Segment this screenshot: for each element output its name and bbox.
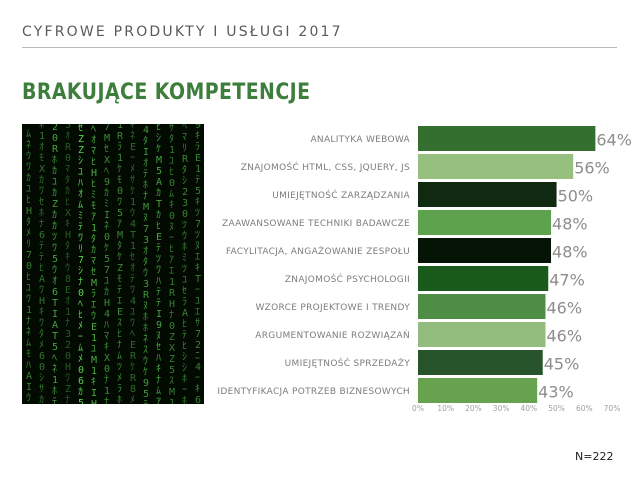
bar <box>418 378 538 403</box>
category-label: ZNAJOMOŚĆ PSYCHOLOGII <box>285 273 410 285</box>
matrix-glyph-column: 5 ｵ R 0 ﾏ ﾀ ｶ ﾋ X ｷ H ﾀ ｷ ｳ 8 E ｵ 1 ﾅ 3 … <box>65 124 72 404</box>
data-label: 43% <box>538 383 574 402</box>
category-label: IDENTYFIKACJA POTRZEB BIZNESOWYCH <box>217 387 410 397</box>
bar <box>418 182 557 207</box>
x-tick-label: 20% <box>465 404 482 413</box>
data-label: 46% <box>546 327 582 346</box>
x-tick-label: 30% <box>493 404 510 413</box>
bar <box>418 210 552 235</box>
x-tick-label: 10% <box>437 404 454 413</box>
matrix-glyph-column: ｻ ﾀ 1 ﾕ ﾋ 0 ﾑ ｷ 0 ﾇ ｰ ﾋ ｱ ｴ 1 R H ﾅ 0 Z … <box>169 124 176 404</box>
matrix-glyph-column: ﾈ 1 ｵ ﾓ X ｶ ﾜ ｾ ﾎ ﾅ 6 ﾃ ﾃ ﾋ A ﾜ H ｷ ﾜ ﾀ … <box>39 124 46 404</box>
bar <box>418 322 546 347</box>
page-title: BRAKUJĄCE KOMPETENCJE <box>22 80 311 105</box>
category-label: FACYLITACJA, ANGAŻOWANIE ZESPOŁU <box>226 246 410 257</box>
category-label: UMIEJĘTNOŚĆ ZARZĄDZANIA <box>272 189 410 201</box>
matrix-glyph-column: 2 0 R ﾎ ｶ ﾕ ｶ Z ｶ ｶ ﾂ ﾜ 5 ｳ ｵ 6 T I A T … <box>52 124 59 404</box>
matrix-glyph-column: 7 M ｾ X ﾍ 9 ｶ ﾐ I ﾈ 0 ｹ 5 7 ﾕ ｶ H 4 ﾊ ﾏ … <box>104 124 111 404</box>
matrix-glyph-column: ｾ Z Z ｼ ﾕ ﾊ ｵ ﾑ ﾐ ﾃ ﾜ ﾘ 7 ｼ ﾅ 0 ﾍ ﾋ ﾒ ｰ … <box>78 124 85 404</box>
category-label: ANALITYKA WEBOWA <box>310 135 410 145</box>
matrix-glyph-column: ﾋ ｼ ｹ M 5 A ｶ T ｶ ﾋ E ﾃ ﾂ ﾜ ﾊ ﾃ ﾃ I 9 ﾇ … <box>156 124 163 404</box>
data-label: 48% <box>552 215 588 234</box>
x-tick-label: 50% <box>548 404 565 413</box>
data-label: 45% <box>544 355 580 374</box>
bar <box>418 126 596 151</box>
bar <box>418 350 543 375</box>
matrix-glyph-column: 4 ﾀ I ｵ ﾃ ﾎ ﾅ M ﾇ 7 3 ｵ ﾀ ｳ 3 R ﾇ ﾎ ﾎ ﾈ … <box>143 125 150 404</box>
matrix-glyph-column: 9 ｷ ﾗ E 1 ﾃ 5 ｷ ﾂ 7 ﾂ ﾇ ｴ ｷ T ｰ ﾕ ｴ ｻ 7 … <box>195 124 202 404</box>
category-label: UMIEJĘTNOŚĆ SPRZEDAŻY <box>285 357 411 369</box>
x-tick-label: 0% <box>412 404 424 413</box>
category-label: ZNAJOMOŚĆ HTML, CSS, JQUERY, JS <box>241 161 410 173</box>
bar <box>418 154 574 179</box>
sample-size-label: N=222 <box>575 450 614 463</box>
category-label: WZORCE PROJEKTOWE I TRENDY <box>255 303 410 313</box>
data-label: 50% <box>558 187 594 206</box>
bar <box>418 294 546 319</box>
data-label: 48% <box>552 243 588 262</box>
matrix-glyph-column: ﾑ ﾈ ｳ ﾜ ｶ ﾕ ﾋ H ﾀ ﾒ ﾘ 7 0 ﾋ ﾕ ﾜ 1 ﾅ ﾈ ﾑ … <box>26 129 33 404</box>
x-tick-label: 60% <box>576 404 593 413</box>
data-label: 46% <box>546 299 582 318</box>
matrix-code-rain-image: ﾑ ﾈ ｳ ﾜ ｶ ﾕ ﾋ H ﾀ ﾒ ﾘ 7 0 ﾋ ﾕ ﾜ 1 ﾅ ﾈ ﾑ … <box>22 124 204 404</box>
category-label: ZAAWANSOWANE TECHNIKI BADAWCZE <box>222 219 410 229</box>
x-tick-label: 40% <box>521 404 538 413</box>
category-label: ARGUMENTOWANIE ROZWIĄZAŃ <box>255 329 410 341</box>
data-label: 47% <box>549 271 585 290</box>
bar <box>418 238 552 263</box>
matrix-glyph-column: ﾍ ｵ ﾏ ﾋ H ﾋ ﾐ ﾓ ｱ 1 ﾀ ｶ ﾏ ｾ M ﾗ ｴ ｳ E 1 … <box>91 124 98 404</box>
header-divider <box>22 47 617 48</box>
bar <box>418 266 549 291</box>
x-tick-label: 70% <box>604 404 621 413</box>
report-subtitle: CYFROWE PRODUKTY I USŁUGI 2017 <box>22 24 343 40</box>
matrix-glyph-column: ﾍ ﾏ ﾘ R ﾀ ｼ 2 3 0 ﾂ ｳ ﾎ ﾐ ﾂ ﾕ ｾ ﾗ A ﾋ ﾃ … <box>182 124 189 404</box>
matrix-glyph-column: ｷ ﾈ E ｰ ﾒ ｻ ｹ 1 ｳ 4 T 1 ｾ ｵ ﾃ ﾜ 4 ﾕ ﾜ ﾍ … <box>130 124 137 404</box>
data-label: 56% <box>574 159 610 178</box>
data-label: 64% <box>596 131 632 150</box>
matrix-glyph-column: 1 R ﾗ 1 ｹ ﾓ 0 ﾜ 5 ｱ M ﾀ ｹ Z ﾓ ﾃ ｴ E ｽ ﾋ … <box>117 124 124 404</box>
